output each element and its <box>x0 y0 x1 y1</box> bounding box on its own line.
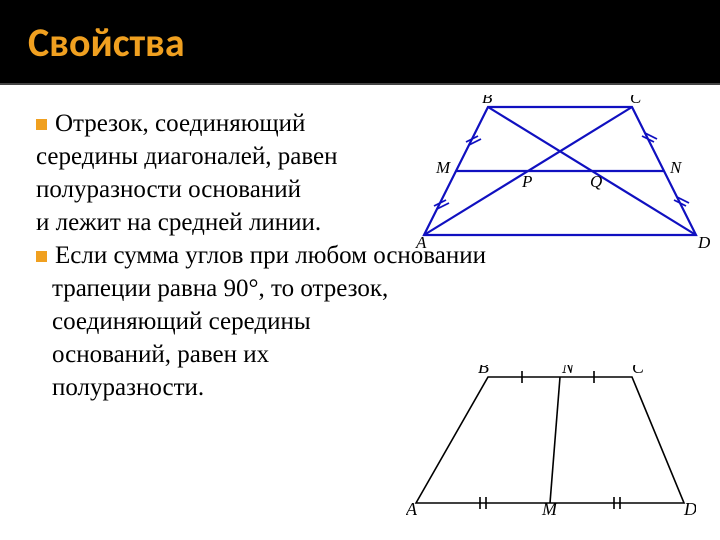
bullet-icon <box>36 119 47 130</box>
svg-text:B: B <box>482 95 493 107</box>
p2-l5: полуразности. <box>52 374 204 401</box>
diagram-trapezoid-diagonals: A B C D M N P Q <box>414 95 712 250</box>
title-bar: Свойства <box>0 0 720 85</box>
svg-text:C: C <box>632 365 645 377</box>
p1-l3: полуразности оснований <box>36 176 301 203</box>
svg-text:Q: Q <box>590 172 602 191</box>
bullet-2-cont: соединяющий середины оснований, равен их… <box>36 305 406 404</box>
svg-text:D: D <box>697 233 711 250</box>
svg-text:P: P <box>521 172 532 191</box>
svg-text:M: M <box>541 499 558 515</box>
p2-l3: соединяющий середины <box>52 308 311 335</box>
p1-l4: и лежит на средней линии. <box>36 209 321 236</box>
diagram-trapezoid-midpoints: A B C D N M <box>406 365 696 515</box>
svg-text:N: N <box>561 365 575 377</box>
svg-text:C: C <box>630 95 642 107</box>
p2-l4: оснований, равен их <box>52 341 269 368</box>
bullet-icon <box>36 251 47 262</box>
p1-l1: Отрезок, соединяющий <box>55 110 305 137</box>
svg-text:D: D <box>683 499 696 515</box>
svg-text:M: M <box>435 158 451 177</box>
p1-l2: середины диагоналей, равен <box>36 143 338 170</box>
svg-text:A: A <box>406 499 418 515</box>
svg-text:B: B <box>478 365 489 377</box>
svg-text:N: N <box>669 158 683 177</box>
slide-title: Свойства <box>28 18 692 67</box>
svg-text:A: A <box>415 233 427 250</box>
bullet-1: Отрезок, соединяющий середины диагоналей… <box>36 107 436 239</box>
p2-l2: трапеции равна 90°, то отрезок, <box>52 275 388 302</box>
